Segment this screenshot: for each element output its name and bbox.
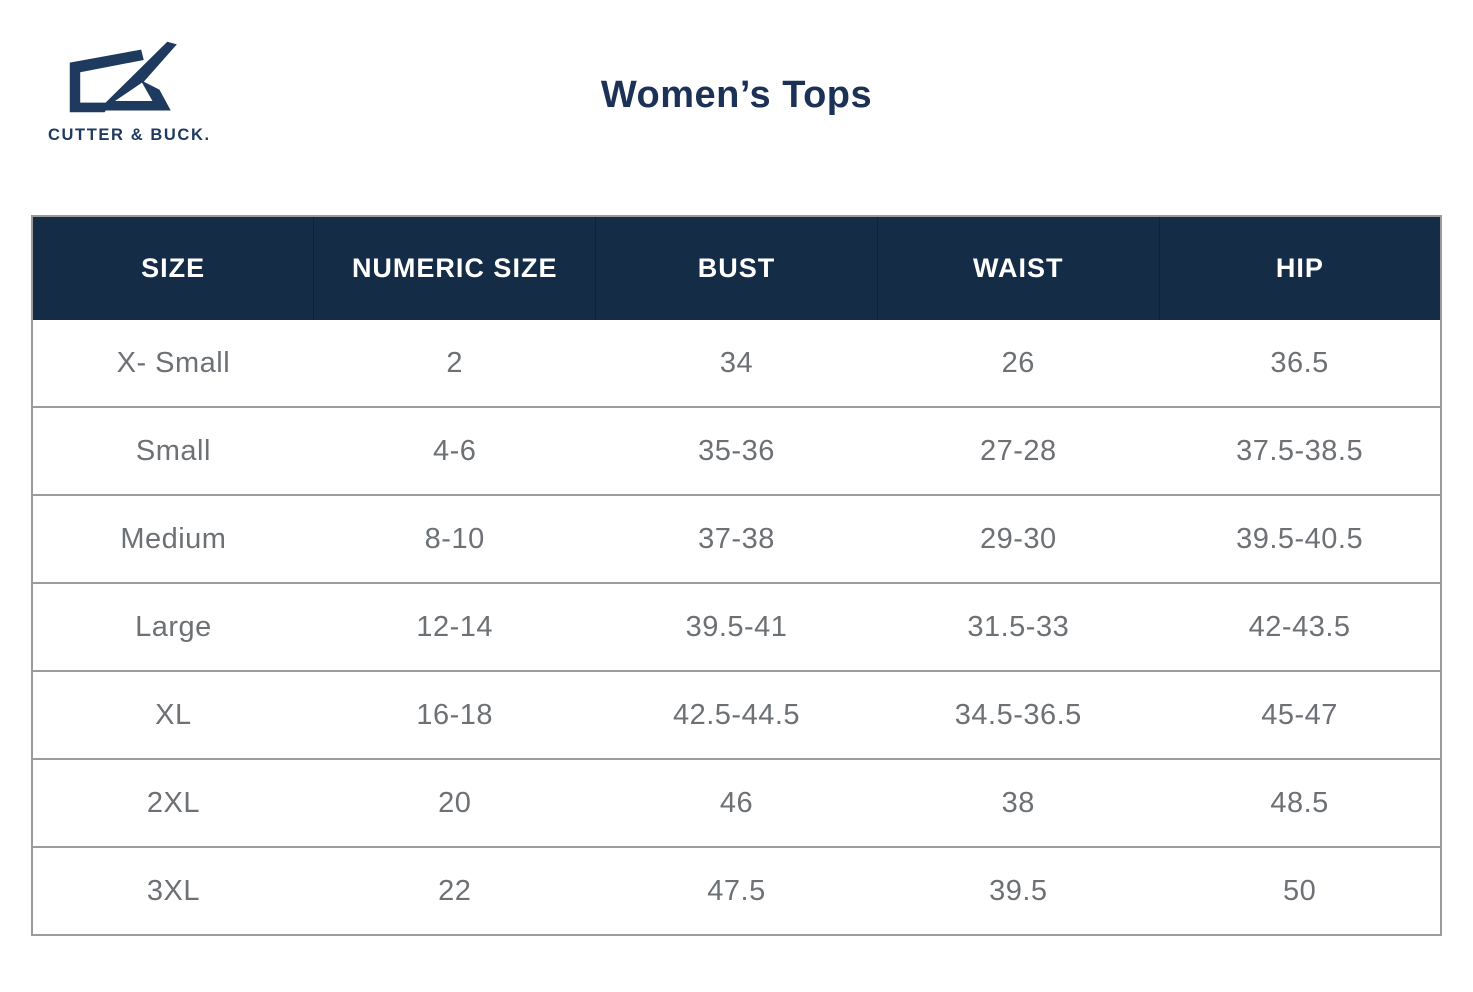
measurement-cell: 37.5-38.5 [1159, 407, 1441, 495]
table-row: 3XL 22 47.5 39.5 50 [32, 847, 1441, 935]
table-row: X- Small 2 34 26 36.5 [32, 320, 1441, 407]
measurement-cell: 39.5-40.5 [1159, 495, 1441, 583]
column-header-bust: BUST [595, 216, 878, 320]
measurement-cell: 42-43.5 [1159, 583, 1441, 671]
measurement-cell: 22 [313, 847, 596, 935]
size-cell: Small [32, 407, 314, 495]
column-header-waist: WAIST [876, 216, 1160, 320]
measurement-cell: 34 [595, 320, 878, 407]
measurement-cell: 37-38 [595, 495, 878, 583]
measurement-cell: 8-10 [313, 495, 596, 583]
size-chart-table: SIZE NUMERIC SIZE BUST WAIST HIP X- Small 2 34… [31, 215, 1442, 936]
measurement-cell: 31.5-33 [877, 583, 1160, 671]
measurement-cell: 39.5-41 [595, 583, 878, 671]
brand-logo: CUTTER & BUCK. [48, 34, 211, 145]
measurement-cell: 50 [1159, 847, 1441, 935]
table-row: 2XL 20 46 38 48.5 [32, 759, 1441, 847]
measurement-cell: 4-6 [313, 407, 596, 495]
size-cell: Medium [32, 495, 314, 583]
measurement-cell: 20 [313, 759, 596, 847]
table-row: Large 12-14 39.5-41 31.5-33 42-43.5 [32, 583, 1441, 671]
measurement-cell: 46 [595, 759, 878, 847]
page-title: Women’s Tops [600, 74, 873, 116]
measurement-cell: 36.5 [1159, 320, 1441, 407]
size-cell: XL [32, 671, 314, 759]
table-row: Small 4-6 35-36 27-28 37.5-38.5 [32, 407, 1441, 495]
brand-wordmark: CUTTER & BUCK. [48, 126, 211, 144]
table-row: XL 16-18 42.5-44.5 34.5-36.5 45-47 [32, 671, 1441, 759]
table-header-row: SIZE NUMERIC SIZE BUST WAIST HIP [32, 216, 1441, 320]
size-cell: X- Small [32, 320, 314, 407]
size-cell: 3XL [32, 847, 314, 935]
measurement-cell: 35-36 [595, 407, 878, 495]
measurement-cell: 27-28 [877, 407, 1160, 495]
measurement-cell: 2 [313, 320, 596, 407]
measurement-cell: 45-47 [1159, 671, 1441, 759]
measurement-cell: 48.5 [1159, 759, 1441, 847]
table-row: Medium 8-10 37-38 29-30 39.5-40.5 [32, 495, 1441, 583]
column-header-numeric-size: NUMERIC SIZE [313, 216, 596, 320]
column-header-hip: HIP [1158, 216, 1441, 320]
measurement-cell: 16-18 [313, 671, 596, 759]
measurement-cell: 42.5-44.5 [595, 671, 878, 759]
cb-monogram-icon [69, 41, 177, 113]
size-cell: Large [32, 583, 314, 671]
measurement-cell: 47.5 [595, 847, 878, 935]
measurement-cell: 29-30 [877, 495, 1160, 583]
measurement-cell: 12-14 [313, 583, 596, 671]
measurement-cell: 38 [877, 759, 1160, 847]
column-header-size: SIZE [32, 216, 314, 320]
measurement-cell: 39.5 [877, 847, 1160, 935]
measurement-cell: 34.5-36.5 [877, 671, 1160, 759]
measurement-cell: 26 [877, 320, 1160, 407]
size-cell: 2XL [32, 759, 314, 847]
